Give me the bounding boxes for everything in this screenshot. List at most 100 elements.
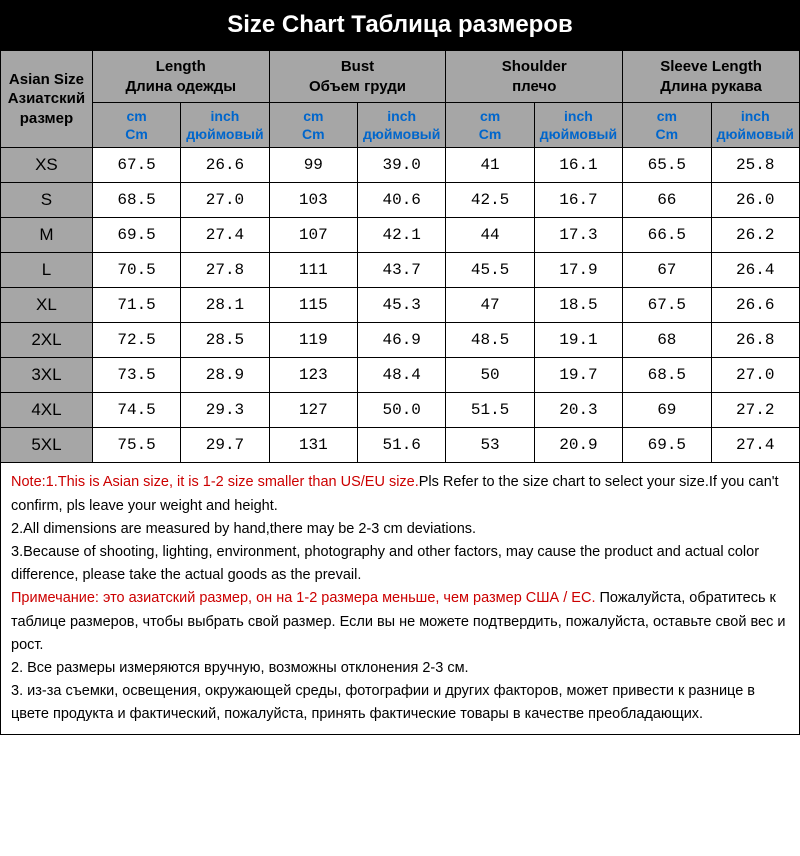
- data-cell: 47: [446, 288, 534, 323]
- data-cell: 16.1: [534, 148, 622, 183]
- size-table-body: XS67.526.69939.04116.165.525.8S68.527.01…: [1, 148, 800, 463]
- data-cell: 115: [269, 288, 357, 323]
- data-cell: 119: [269, 323, 357, 358]
- data-cell: 67: [623, 253, 711, 288]
- data-cell: 50.0: [358, 393, 446, 428]
- size-cell: 2XL: [1, 323, 93, 358]
- data-cell: 71.5: [92, 288, 180, 323]
- asian-size-header: Asian Size Азиатскийразмер: [1, 51, 93, 148]
- group-sleeve-ru: Длина рукава: [660, 78, 762, 95]
- unit-cm: cmCm: [623, 103, 711, 148]
- data-cell: 46.9: [358, 323, 446, 358]
- header-row-units: cmCminchдюймовыйcmCminchдюймовыйcmCminch…: [1, 103, 800, 148]
- data-cell: 29.3: [181, 393, 269, 428]
- note-ru-3: 3. из-за съемки, освещения, окружающей с…: [11, 683, 755, 722]
- data-cell: 26.4: [711, 253, 800, 288]
- data-cell: 107: [269, 218, 357, 253]
- table-row: XL71.528.111545.34718.567.526.6: [1, 288, 800, 323]
- unit-cm: cmCm: [269, 103, 357, 148]
- data-cell: 67.5: [92, 148, 180, 183]
- data-cell: 66.5: [623, 218, 711, 253]
- size-chart-table: Asian Size Азиатскийразмер Length Длина …: [0, 50, 800, 463]
- notes-block: Note:1.This is Asian size, it is 1-2 siz…: [0, 463, 800, 735]
- group-shoulder: Shoulder плечо: [446, 51, 623, 103]
- data-cell: 66: [623, 183, 711, 218]
- data-cell: 99: [269, 148, 357, 183]
- note-en-1-red: Note:1.This is Asian size, it is 1-2 siz…: [11, 474, 419, 490]
- data-cell: 28.5: [181, 323, 269, 358]
- data-cell: 28.9: [181, 358, 269, 393]
- data-cell: 127: [269, 393, 357, 428]
- data-cell: 72.5: [92, 323, 180, 358]
- size-cell: XS: [1, 148, 93, 183]
- data-cell: 20.9: [534, 428, 622, 463]
- table-row: 2XL72.528.511946.948.519.16826.8: [1, 323, 800, 358]
- data-cell: 45.3: [358, 288, 446, 323]
- unit-cm: cmCm: [92, 103, 180, 148]
- group-length: Length Длина одежды: [92, 51, 269, 103]
- data-cell: 27.0: [711, 358, 800, 393]
- data-cell: 26.6: [711, 288, 800, 323]
- note-en-2: 2.All dimensions are measured by hand,th…: [11, 521, 476, 537]
- data-cell: 27.0: [181, 183, 269, 218]
- data-cell: 26.6: [181, 148, 269, 183]
- data-cell: 19.1: [534, 323, 622, 358]
- unit-inch: inchдюймовый: [711, 103, 800, 148]
- size-cell: 5XL: [1, 428, 93, 463]
- data-cell: 43.7: [358, 253, 446, 288]
- data-cell: 27.4: [181, 218, 269, 253]
- size-cell: 4XL: [1, 393, 93, 428]
- data-cell: 17.3: [534, 218, 622, 253]
- group-sleeve-en: Sleeve Length: [660, 58, 762, 75]
- data-cell: 27.4: [711, 428, 800, 463]
- data-cell: 42.5: [446, 183, 534, 218]
- table-row: 4XL74.529.312750.051.520.36927.2: [1, 393, 800, 428]
- size-cell: M: [1, 218, 93, 253]
- data-cell: 74.5: [92, 393, 180, 428]
- data-cell: 53: [446, 428, 534, 463]
- table-row: M69.527.410742.14417.366.526.2: [1, 218, 800, 253]
- data-cell: 26.2: [711, 218, 800, 253]
- data-cell: 70.5: [92, 253, 180, 288]
- data-cell: 111: [269, 253, 357, 288]
- data-cell: 27.2: [711, 393, 800, 428]
- group-bust-en: Bust: [341, 58, 374, 75]
- data-cell: 25.8: [711, 148, 800, 183]
- chart-title: Size Chart Таблица размеров: [0, 0, 800, 50]
- data-cell: 73.5: [92, 358, 180, 393]
- data-cell: 17.9: [534, 253, 622, 288]
- data-cell: 69.5: [92, 218, 180, 253]
- size-cell: L: [1, 253, 93, 288]
- group-sleeve: Sleeve Length Длина рукава: [623, 51, 800, 103]
- data-cell: 26.0: [711, 183, 800, 218]
- group-bust-ru: Объем груди: [309, 78, 406, 95]
- size-cell: S: [1, 183, 93, 218]
- data-cell: 123: [269, 358, 357, 393]
- note-ru-1-red: Примечание: это азиатский размер, он на …: [11, 590, 595, 606]
- data-cell: 48.5: [446, 323, 534, 358]
- data-cell: 68.5: [92, 183, 180, 218]
- header-row-groups: Asian Size Азиатскийразмер Length Длина …: [1, 51, 800, 103]
- note-en-3: 3.Because of shooting, lighting, environ…: [11, 544, 759, 583]
- data-cell: 42.1: [358, 218, 446, 253]
- table-row: L70.527.811143.745.517.96726.4: [1, 253, 800, 288]
- data-cell: 48.4: [358, 358, 446, 393]
- data-cell: 26.8: [711, 323, 800, 358]
- data-cell: 29.7: [181, 428, 269, 463]
- table-row: 3XL73.528.912348.45019.768.527.0: [1, 358, 800, 393]
- asian-size-label-ru: Азиатскийразмер: [8, 90, 85, 127]
- data-cell: 40.6: [358, 183, 446, 218]
- data-cell: 68.5: [623, 358, 711, 393]
- data-cell: 39.0: [358, 148, 446, 183]
- data-cell: 45.5: [446, 253, 534, 288]
- data-cell: 19.7: [534, 358, 622, 393]
- size-cell: XL: [1, 288, 93, 323]
- data-cell: 69.5: [623, 428, 711, 463]
- group-length-ru: Длина одежды: [125, 78, 236, 95]
- data-cell: 51.6: [358, 428, 446, 463]
- data-cell: 28.1: [181, 288, 269, 323]
- group-length-en: Length: [156, 58, 206, 75]
- data-cell: 69: [623, 393, 711, 428]
- data-cell: 67.5: [623, 288, 711, 323]
- data-cell: 65.5: [623, 148, 711, 183]
